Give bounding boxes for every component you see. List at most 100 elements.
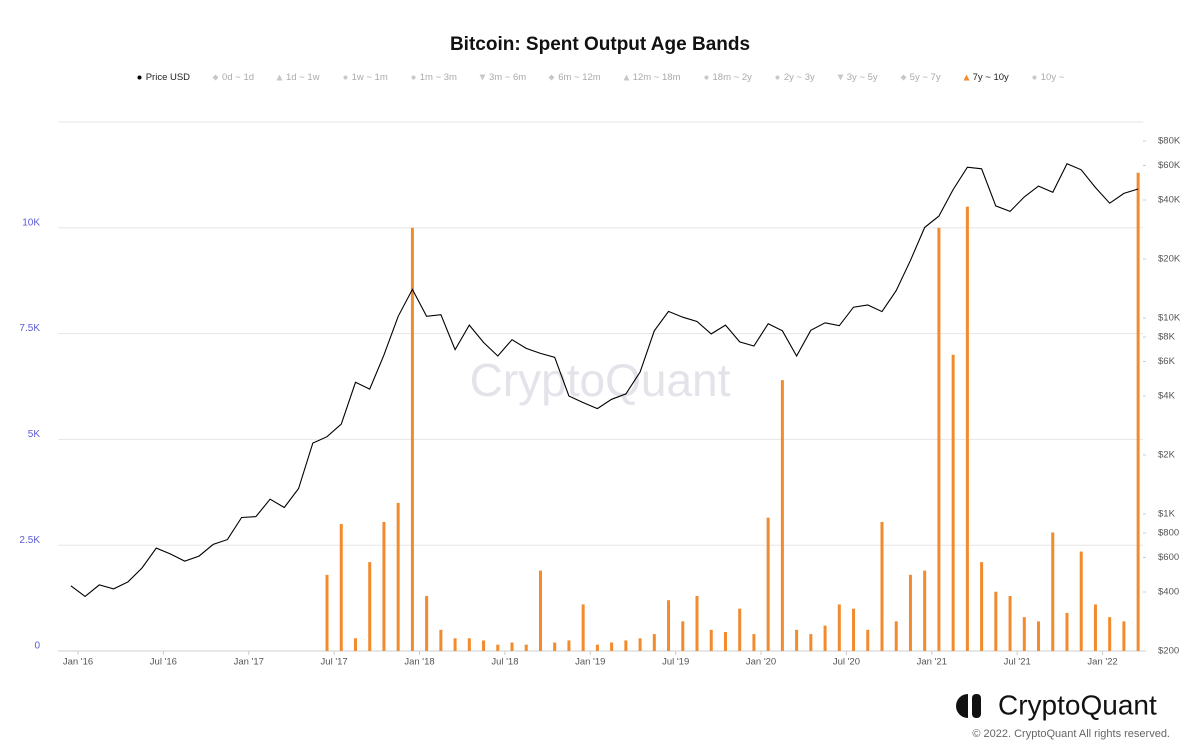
bar bbox=[553, 642, 557, 651]
bar bbox=[994, 591, 998, 651]
price-line bbox=[70, 162, 1139, 598]
legend-item[interactable]: 3m ~ 6m bbox=[479, 72, 526, 83]
y2-tick-label: $8K bbox=[1158, 332, 1176, 343]
bar bbox=[823, 625, 827, 651]
legend-label: 12m ~ 18m bbox=[632, 72, 681, 83]
bar bbox=[325, 574, 329, 651]
bar bbox=[1093, 604, 1097, 651]
legend-symbol bbox=[704, 75, 709, 80]
legend-item[interactable]: 2y ~ 3y bbox=[774, 72, 815, 83]
bar bbox=[923, 570, 927, 651]
bar bbox=[467, 638, 471, 651]
bar bbox=[880, 521, 884, 651]
bar bbox=[894, 621, 898, 651]
bar bbox=[1008, 595, 1012, 651]
y2-tick-label: $60K bbox=[1158, 160, 1181, 171]
legend-item[interactable]: 6m ~ 12m bbox=[548, 72, 601, 83]
legend-item[interactable]: 5y ~ 7y bbox=[900, 72, 941, 83]
bar bbox=[837, 604, 841, 651]
x-tick-label: Jan '20 bbox=[746, 657, 776, 668]
bar bbox=[638, 638, 642, 651]
bar bbox=[667, 600, 671, 651]
x-tick-label: Jan '19 bbox=[575, 657, 605, 668]
bar bbox=[795, 629, 799, 651]
bar bbox=[524, 644, 528, 651]
bar bbox=[453, 638, 457, 651]
legend-symbol bbox=[479, 74, 486, 81]
legend-item[interactable]: 7y ~ 10y bbox=[963, 72, 1009, 83]
legend-symbol bbox=[837, 74, 844, 81]
x-tick-label: Jan '21 bbox=[917, 657, 947, 668]
bar bbox=[738, 608, 742, 651]
bar bbox=[396, 502, 400, 651]
copyright: © 2022. CryptoQuant All rights reserved. bbox=[972, 728, 1170, 740]
y2-tick-label: $200 bbox=[1158, 646, 1179, 657]
bar bbox=[1122, 621, 1126, 651]
legend-symbol bbox=[548, 74, 555, 81]
y2-tick-label: $600 bbox=[1158, 552, 1179, 563]
brand-logo bbox=[956, 692, 982, 720]
brand: CryptoQuant bbox=[998, 689, 1157, 720]
y2-tick-label: $40K bbox=[1158, 195, 1181, 206]
bar bbox=[766, 517, 770, 651]
bar bbox=[780, 380, 784, 651]
bar bbox=[723, 631, 727, 651]
legend-symbol bbox=[775, 75, 780, 80]
bar bbox=[439, 629, 443, 651]
bar bbox=[496, 644, 500, 651]
bar bbox=[951, 354, 955, 651]
legend-item[interactable]: 18m ~ 2y bbox=[703, 72, 752, 83]
y2-tick-label: $6K bbox=[1158, 356, 1176, 367]
y-tick-label: 7.5K bbox=[19, 323, 40, 334]
bar bbox=[1079, 551, 1083, 651]
bar bbox=[980, 562, 984, 651]
legend-item[interactable]: 10y ~ bbox=[1031, 72, 1065, 83]
bar bbox=[538, 570, 542, 651]
legend-item[interactable]: Price USD bbox=[136, 72, 190, 83]
legend-symbol bbox=[623, 74, 630, 81]
legend-label: 18m ~ 2y bbox=[712, 72, 752, 83]
legend-symbol bbox=[343, 75, 348, 80]
bar bbox=[681, 621, 685, 651]
legend-item[interactable]: 0d ~ 1d bbox=[212, 72, 254, 83]
legend-label: 6m ~ 12m bbox=[558, 72, 601, 83]
y2-tick-label: $400 bbox=[1158, 587, 1179, 598]
bar bbox=[425, 595, 429, 651]
legend-symbol bbox=[212, 74, 219, 81]
legend-item[interactable]: 1m ~ 3m bbox=[410, 72, 457, 83]
legend-item[interactable]: 3y ~ 5y bbox=[837, 72, 878, 83]
y-tick-label: 2.5K bbox=[19, 535, 40, 546]
bar bbox=[809, 634, 813, 651]
legend-label: 5y ~ 7y bbox=[909, 72, 941, 83]
legend-label: 0d ~ 1d bbox=[222, 72, 255, 83]
bar bbox=[1108, 617, 1112, 651]
legend-label: 2y ~ 3y bbox=[783, 72, 815, 83]
chart-title: Bitcoin: Spent Output Age Bands bbox=[450, 34, 750, 55]
bar bbox=[410, 227, 414, 652]
y-tick-label: 0 bbox=[34, 641, 40, 652]
bar bbox=[1022, 617, 1026, 651]
bar bbox=[965, 206, 969, 651]
legend-symbol bbox=[900, 74, 907, 81]
legend-symbol bbox=[276, 74, 283, 81]
legend-symbol bbox=[137, 75, 142, 80]
legend-label: 1w ~ 1m bbox=[351, 72, 388, 83]
legend-label: 3m ~ 6m bbox=[488, 72, 527, 83]
legend-item[interactable]: 12m ~ 18m bbox=[623, 72, 681, 83]
bar bbox=[567, 640, 571, 651]
legend-label: 10y ~ bbox=[1040, 72, 1065, 83]
x-tick-label: Jul '17 bbox=[321, 657, 348, 668]
y-tick-label: 5K bbox=[28, 429, 41, 440]
legend-item[interactable]: 1d ~ 1w bbox=[276, 72, 320, 83]
legend-label: 1m ~ 3m bbox=[419, 72, 457, 83]
bar bbox=[1037, 621, 1041, 651]
bar bbox=[581, 604, 585, 651]
legend-item[interactable]: 1w ~ 1m bbox=[342, 72, 388, 83]
bar bbox=[1136, 172, 1140, 651]
bar bbox=[852, 608, 856, 651]
x-tick-label: Jan '18 bbox=[404, 657, 434, 668]
y2-tick-label: $800 bbox=[1158, 528, 1179, 539]
legend-label: Price USD bbox=[145, 72, 191, 83]
